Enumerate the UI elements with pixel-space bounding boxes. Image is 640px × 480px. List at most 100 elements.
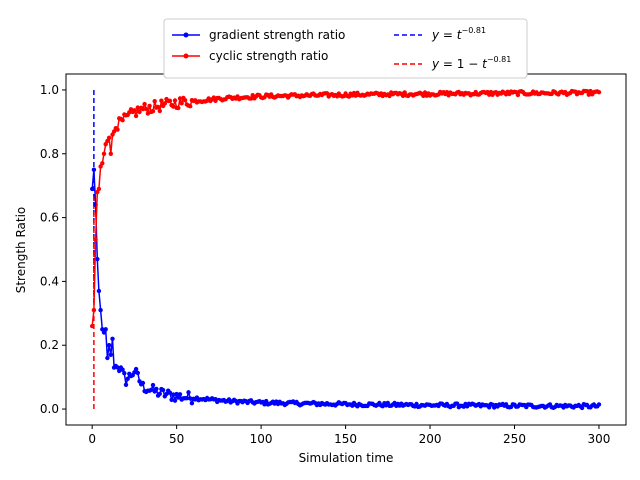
gradient-point — [135, 370, 140, 376]
cyclic-point — [176, 105, 181, 111]
cyclic-point — [93, 237, 98, 243]
cyclic-point — [515, 92, 521, 98]
cyclic-point — [421, 93, 426, 99]
legend-exponent-power: −0.81 — [462, 26, 487, 35]
legend-marker-gradient — [183, 32, 189, 38]
gradient-point — [106, 343, 112, 348]
legend-label-power: y = t−0.81 — [431, 26, 486, 42]
legend: gradient strength ratio cyclic strength … — [163, 18, 528, 79]
gradient-point — [125, 376, 130, 381]
legend-label-gradient: gradient strength ratio — [209, 28, 345, 42]
gradient-point — [117, 368, 122, 374]
gradient-point — [177, 392, 183, 397]
cyclic-point — [167, 98, 173, 104]
cyclic-point — [172, 98, 178, 103]
legend-marker-cyclic — [183, 53, 189, 59]
gradient-point — [186, 390, 191, 395]
y-tick-label: 0.0 — [40, 402, 59, 416]
cyclic-point — [120, 118, 125, 123]
gradient-point — [169, 397, 174, 402]
gradient-point — [160, 387, 166, 393]
gradient-point — [164, 391, 169, 397]
legend-box — [163, 18, 528, 79]
gradient-point — [122, 371, 127, 376]
x-tick-label: 100 — [250, 432, 273, 446]
y-tick-label: 0.4 — [40, 274, 59, 288]
gradient-point — [189, 401, 195, 406]
cyclic-point — [115, 127, 120, 132]
gradient-point — [110, 336, 115, 341]
gradient-point — [95, 256, 100, 262]
gradient-point — [140, 380, 146, 386]
cyclic-point — [90, 323, 95, 329]
cyclic-point — [140, 106, 146, 112]
legend-exponent-complement: −0.81 — [487, 55, 512, 64]
y-tick-label: 0.8 — [40, 147, 59, 161]
gradient-point — [120, 367, 125, 372]
gradient-point — [264, 398, 269, 404]
y-axis-label: Strength Ratio — [14, 207, 28, 294]
cyclic-point — [162, 101, 167, 106]
cyclic-point — [96, 186, 102, 192]
cyclic-point — [248, 96, 254, 101]
x-tick-label: 200 — [419, 432, 442, 446]
y-tick-label: 0.6 — [40, 211, 59, 225]
y-ticks: 0.0 0.2 0.4 0.6 0.8 1.0 — [40, 83, 66, 416]
cyclic-point — [106, 135, 112, 140]
gradient-point — [98, 307, 103, 313]
gradient-point — [133, 366, 139, 372]
gradient-point — [96, 288, 102, 294]
gradient-point — [454, 401, 460, 406]
cyclic-point — [147, 103, 152, 109]
x-tick-label: 50 — [169, 432, 184, 446]
y-tick-label: 1.0 — [40, 83, 59, 97]
cyclic-point — [152, 99, 157, 104]
cyclic-point — [132, 108, 137, 113]
gradient-point — [149, 387, 154, 392]
gradient-point — [174, 391, 179, 397]
x-ticks: 0 50 100 150 200 250 300 — [88, 425, 610, 446]
cyclic-point — [144, 106, 149, 112]
cyclic-point — [108, 151, 114, 156]
cyclic-point — [584, 89, 590, 94]
cyclic-point — [135, 105, 140, 110]
gradient-point — [103, 327, 108, 332]
gradient-point — [596, 402, 602, 407]
cyclic-point — [400, 93, 406, 99]
x-tick-label: 300 — [588, 432, 611, 446]
gradient-point — [172, 398, 178, 403]
x-tick-label: 0 — [88, 432, 96, 446]
cyclic-point — [188, 104, 193, 109]
legend-label-complement: y = 1 − t−0.81 — [431, 55, 511, 71]
gradient-point — [167, 390, 173, 395]
gradient-point — [154, 386, 159, 392]
cyclic-point — [133, 113, 139, 119]
gradient-point — [105, 355, 110, 361]
cyclic-point — [182, 98, 188, 103]
cyclic-point — [91, 307, 97, 313]
plot-area — [90, 88, 602, 411]
cyclic-point — [177, 96, 183, 101]
cyclic-point — [159, 98, 164, 103]
gradient-point — [91, 167, 97, 172]
gradient-point — [171, 392, 176, 397]
x-tick-label: 250 — [503, 432, 526, 446]
cyclic-point — [101, 151, 107, 156]
gradient-point — [123, 382, 129, 387]
cyclic-point — [179, 101, 184, 106]
gradient-point — [184, 396, 189, 401]
gradient-point — [157, 391, 162, 396]
gradient-point — [90, 186, 95, 192]
gradient-point — [108, 352, 114, 357]
cyclic-point — [137, 109, 142, 115]
cyclic-point — [171, 104, 176, 109]
gradient-point — [150, 382, 156, 388]
x-tick-label: 150 — [334, 432, 357, 446]
cyclic-point — [100, 161, 105, 166]
gradient-point — [188, 396, 193, 401]
legend-label-cyclic: cyclic strength ratio — [209, 49, 328, 63]
x-axis-label: Simulation time — [299, 451, 394, 465]
cyclic-point — [145, 111, 151, 116]
